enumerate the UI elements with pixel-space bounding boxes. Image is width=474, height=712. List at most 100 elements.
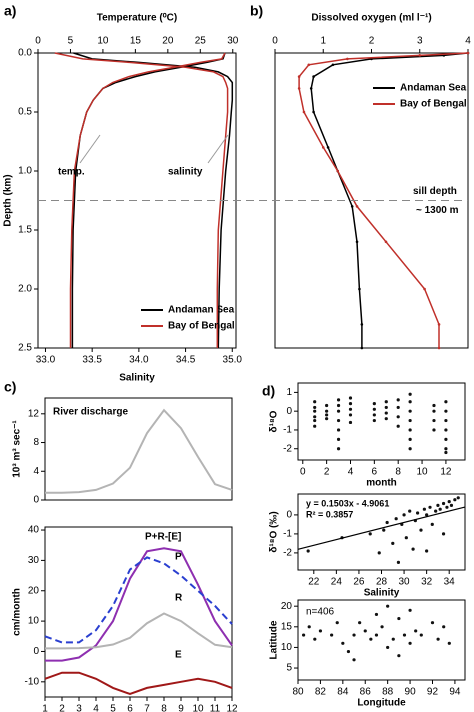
point (408, 447, 412, 451)
y-tick-label: 1.5 (18, 225, 32, 236)
x-tick-label: 7 (144, 704, 150, 712)
leader (79, 134, 101, 164)
profile-point (312, 110, 315, 114)
x-axis-label: month (366, 478, 397, 489)
point (444, 409, 448, 413)
point (444, 418, 448, 423)
x-tick-label: 1 (320, 36, 326, 47)
profile-point (307, 63, 311, 67)
point (335, 621, 339, 625)
point (382, 528, 386, 532)
point (336, 409, 341, 413)
x-tick-label: 1 (42, 704, 48, 712)
y-tick-label: 20 (281, 601, 293, 612)
point (313, 409, 317, 413)
annotation: sill depth (413, 186, 457, 197)
point (368, 532, 372, 536)
point (372, 418, 376, 423)
point (402, 513, 406, 517)
x-tick-label: 20 (162, 36, 174, 47)
point (396, 398, 400, 402)
x-tick-label: 25 (195, 36, 207, 47)
point (396, 560, 401, 565)
point (380, 625, 384, 629)
point (396, 405, 400, 410)
point (396, 424, 400, 428)
point (348, 413, 353, 417)
y-axis-label: δ¹⁸O (269, 410, 280, 432)
point (384, 411, 388, 415)
point (408, 400, 412, 404)
x-tick-label: 12 (226, 704, 238, 712)
y-tick-label: 0 (33, 495, 39, 506)
plot-frame (44, 397, 233, 501)
point (313, 418, 317, 423)
annotation: River discharge (53, 407, 128, 418)
point (404, 536, 408, 540)
point (352, 633, 356, 637)
x-axis-label: Salinity (364, 588, 400, 599)
y-tick-label: 10 (28, 616, 40, 627)
series-label: R (175, 593, 183, 604)
x-tick-label: 4 (465, 36, 471, 47)
y-tick-label: 0.5 (18, 107, 32, 118)
point (397, 616, 401, 621)
x-tick-label: 30 (399, 577, 411, 588)
y-tick-label: 30 (28, 555, 40, 566)
point (313, 415, 317, 419)
point (352, 658, 356, 662)
point (374, 612, 379, 617)
annotation: salinity (168, 167, 203, 178)
profile-point (331, 63, 335, 67)
profile-line (298, 52, 469, 348)
y-tick-label: 15 (281, 621, 293, 632)
profile-line (73, 52, 234, 349)
profile-point (302, 110, 306, 114)
profile-point (309, 87, 313, 90)
x-tick-label: 34.0 (129, 355, 149, 366)
point (372, 402, 376, 406)
profile-point (355, 205, 359, 208)
point (408, 437, 412, 441)
y-tick-label: 1 (286, 387, 292, 398)
x-tick-label: 82 (315, 687, 327, 698)
y-tick-label: 0 (286, 510, 292, 521)
profile-point (336, 169, 340, 173)
y-tick-label: -1 (283, 425, 292, 436)
point (377, 551, 381, 555)
annotation: n=406 (306, 607, 335, 618)
point (430, 522, 434, 527)
point (386, 604, 390, 608)
point (434, 509, 438, 513)
point (408, 409, 412, 413)
point (449, 503, 454, 507)
point (348, 396, 353, 400)
point (456, 496, 460, 500)
profile-line (310, 52, 469, 348)
legend-label: Bay of Bengal (168, 321, 235, 332)
point (374, 633, 379, 637)
y-tick-label: 20 (28, 585, 40, 596)
top-axis-label: Dissolved oxygen (ml l⁻¹) (311, 13, 431, 24)
point (408, 418, 412, 423)
profile-point (312, 75, 315, 78)
x-tick-label: 90 (405, 687, 417, 698)
x-tick-label: 2 (324, 467, 330, 478)
point (432, 418, 436, 423)
x-tick-label: 10 (416, 467, 428, 478)
fit-equation: y = 0.1503x - 4.9061 (306, 498, 389, 508)
x-tick-label: 0 (300, 467, 306, 478)
profile-point (355, 240, 359, 244)
plot-frame (44, 526, 233, 698)
y-axis-label: 10³ m³ sec⁻¹ (12, 420, 23, 478)
x-tick-label: 11 (210, 704, 221, 712)
point (391, 637, 395, 641)
x-tick-label: 35.0 (223, 355, 243, 366)
x-tick-label: 10 (192, 704, 204, 712)
profile-point (360, 323, 364, 326)
y-tick-label: -1 (283, 529, 292, 540)
profile-point (297, 87, 301, 90)
plot-frame (297, 599, 466, 681)
x-tick-label: 22 (308, 577, 320, 588)
